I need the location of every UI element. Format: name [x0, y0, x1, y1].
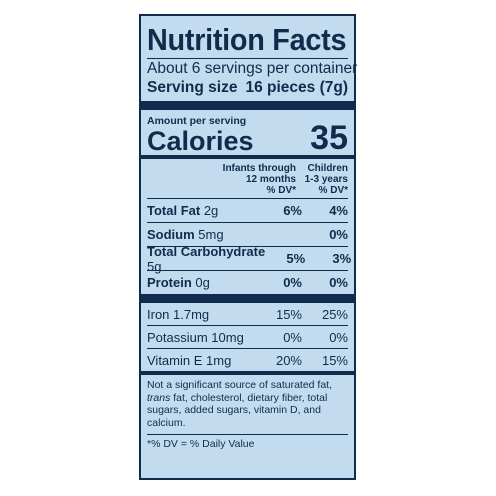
children-dv: 3%	[332, 251, 352, 266]
footnote: Not a significant source of saturated fa…	[147, 375, 348, 429]
thick-divider	[141, 101, 354, 110]
infants-dv: 20%	[275, 352, 302, 368]
infants-dv: 0%	[283, 275, 302, 290]
nutrient-name: Total Carbohydrate	[147, 243, 266, 259]
children-dv: 0%	[329, 329, 348, 345]
mineral-name: Vitamin E 1mg	[147, 352, 232, 368]
divider	[147, 325, 348, 326]
nutrient-amount: 2g	[203, 203, 219, 218]
serving-size-row: Serving size 16 pieces (7g)	[147, 78, 348, 97]
nutrient-row-total-fat: Total Fat 2g 6% 4%	[147, 199, 348, 222]
calories-row: Calories 35	[147, 121, 348, 156]
infants-dv: 5%	[286, 251, 306, 266]
mineral-row-iron: Iron 1.7mg 15% 25%	[147, 303, 348, 325]
children-dv: 0%	[329, 275, 348, 290]
children-dv: 25%	[321, 306, 348, 322]
footnote-italic: trans	[147, 391, 171, 404]
servings-per-container: About 6 servings per container	[147, 60, 358, 77]
divider	[147, 434, 348, 435]
mineral-name: Potassium 10mg	[147, 329, 244, 345]
nutrient-name: Total Fat	[147, 203, 201, 218]
serving-size-value: 16 pieces (7g)	[245, 79, 348, 96]
thick-divider	[141, 294, 354, 303]
divider	[147, 246, 348, 247]
amount-per-serving: Amount per serving	[147, 115, 247, 127]
nutrition-facts-panel: Nutrition Facts About 6 servings per con…	[139, 14, 358, 480]
divider	[147, 198, 348, 199]
mineral-row-potassium: Potassium 10mg 0% 0%	[147, 326, 348, 348]
medium-divider	[141, 155, 354, 159]
serving-size-label: Serving size	[147, 79, 238, 96]
nutrient-amount: 0g	[195, 275, 210, 290]
nutrient-row-protein: Protein 0g 0% 0%	[147, 271, 348, 294]
children-dv: 0%	[329, 227, 348, 242]
nutrient-name: Protein	[147, 275, 192, 290]
nutrient-amount: 5g	[147, 258, 162, 274]
nutrient-name: Sodium	[147, 227, 195, 242]
panel-title: Nutrition Facts	[147, 22, 347, 57]
column-headers: Infants through 12 months % DV* Children…	[147, 159, 348, 198]
infants-dv: 15%	[275, 306, 302, 322]
divider	[147, 270, 348, 271]
footnote-text: Not a significant source of saturated fa…	[147, 379, 333, 391]
daily-value-note: *% DV = % Daily Value	[147, 438, 255, 450]
nutrient-amount: 5mg	[198, 227, 224, 242]
infants-dv: 6%	[283, 203, 302, 218]
divider	[147, 222, 348, 223]
calories-value: 35	[310, 119, 348, 157]
calories-label: Calories	[147, 126, 254, 156]
children-dv: 15%	[321, 352, 348, 368]
infants-dv	[262, 227, 302, 242]
footnote-text: fat, cholesterol, dietary fiber, total s…	[147, 391, 328, 429]
divider	[147, 348, 348, 349]
medium-divider	[141, 371, 354, 375]
mineral-row-vitamin-e: Vitamin E 1mg 20% 15%	[147, 349, 348, 371]
infants-dv: 0%	[283, 329, 302, 345]
nutrient-row-sodium: Sodium 5mg 0%	[147, 223, 348, 246]
mineral-name: Iron 1.7mg	[147, 306, 210, 322]
children-dv: 4%	[329, 203, 348, 218]
infants-column-header: Infants through 12 months % DV*	[222, 163, 296, 196]
children-column-header: Children 1-3 years % DV*	[304, 163, 348, 196]
nutrient-row-total-carbohydrate: Total Carbohydrate 5g 5% 3%	[147, 243, 352, 274]
divider	[147, 58, 348, 59]
